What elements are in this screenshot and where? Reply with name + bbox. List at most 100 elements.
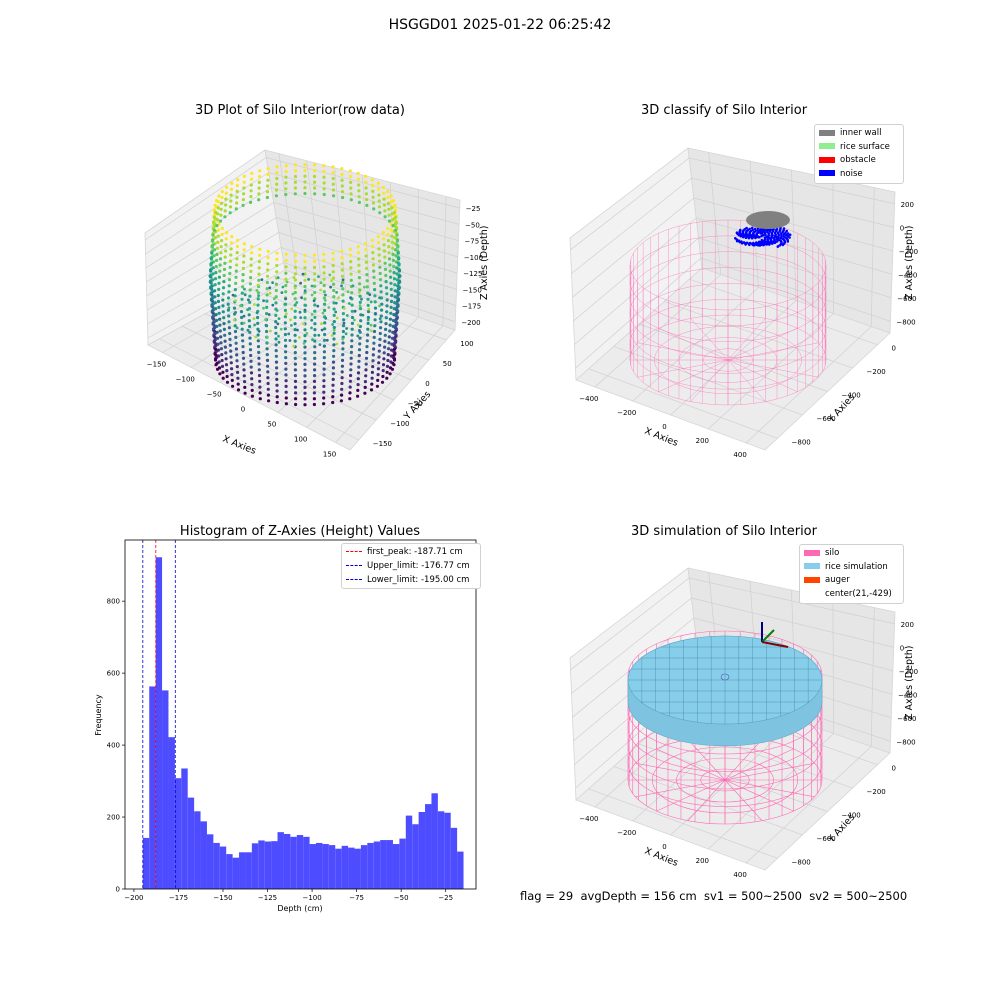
- y-tick-label: 50: [443, 360, 452, 368]
- cloud-point: [287, 332, 291, 336]
- cloud-point: [257, 266, 261, 270]
- cloud-point: [376, 181, 380, 185]
- cloud-point: [385, 364, 390, 368]
- cloud-point: [293, 385, 298, 389]
- cloud-point: [293, 303, 297, 307]
- cloud-point: [265, 335, 269, 339]
- cloud-point: [358, 324, 362, 329]
- cloud-point: [387, 341, 391, 345]
- cloud-point: [218, 372, 222, 376]
- cloud-point: [339, 399, 343, 403]
- cloud-point: [229, 193, 233, 197]
- cloud-point: [290, 307, 294, 311]
- cloud-point: [219, 347, 223, 351]
- cloud-point: [313, 303, 317, 307]
- cloud-point: [356, 251, 360, 255]
- cloud-point: [265, 287, 269, 291]
- cloud-point: [266, 184, 270, 188]
- cloud-point: [340, 167, 344, 171]
- cloud-point: [382, 357, 386, 361]
- y-tick-label: 200: [107, 814, 120, 822]
- cloud-point: [222, 327, 226, 331]
- cloud-point: [394, 323, 398, 327]
- cloud-point: [266, 256, 270, 260]
- cloud-point: [303, 345, 307, 349]
- cloud-point: [313, 284, 317, 288]
- cloud-point: [235, 183, 239, 188]
- cloud-point: [323, 299, 327, 302]
- cloud-point: [214, 347, 218, 351]
- cloud-point: [219, 207, 223, 211]
- cloud-point: [334, 301, 338, 305]
- y-tick-label: −150: [373, 440, 392, 448]
- z-tick-label: 200: [901, 621, 914, 629]
- cloud-point: [256, 321, 260, 325]
- cloud-point: [224, 357, 228, 361]
- histogram-bar: [316, 842, 323, 889]
- cloud-point: [330, 279, 333, 282]
- cloud-point: [348, 175, 353, 179]
- z-tick-label: −600: [897, 715, 916, 723]
- cloud-point: [364, 356, 369, 360]
- cloud-point: [332, 354, 336, 358]
- cloud-point: [389, 299, 394, 304]
- cloud-point: [265, 299, 269, 303]
- cloud-point: [378, 211, 382, 215]
- histogram-bar: [200, 821, 207, 889]
- cloud-point: [227, 306, 231, 310]
- cloud-point: [236, 178, 240, 182]
- cloud-point: [293, 351, 297, 355]
- cloud-point: [222, 273, 226, 278]
- noise-point: [788, 233, 792, 237]
- cloud-point: [250, 388, 254, 392]
- cloud-point: [322, 169, 326, 174]
- cloud-point: [229, 199, 233, 203]
- cloud-point: [322, 277, 326, 281]
- histogram-title: Histogram of Z-Axies (Height) Values: [179, 524, 421, 539]
- cloud-point: [211, 239, 215, 243]
- cloud-point: [358, 336, 362, 340]
- cloud-point: [312, 265, 317, 270]
- cloud-point: [274, 325, 278, 330]
- cloud-point: [246, 308, 249, 312]
- noise-point: [761, 229, 764, 233]
- cloud-point: [265, 190, 270, 194]
- cloud-point: [393, 341, 397, 345]
- cloud-point: [293, 374, 297, 378]
- z-tick-label: −600: [897, 295, 916, 303]
- cloud-point: [312, 169, 317, 173]
- cloud-point: [284, 344, 288, 348]
- cloud-point: [255, 289, 259, 292]
- cloud-point: [303, 174, 307, 178]
- cloud-point: [371, 353, 375, 357]
- cloud-point: [350, 291, 354, 295]
- raw-scatter-3d-plot: −150 −100 −50 0 50 100 150 100 50 0 −50 −100 −150 −25…: [144, 149, 490, 459]
- cloud-point: [248, 294, 252, 298]
- y-tick-label: −400: [842, 392, 861, 400]
- cloud-point: [229, 349, 233, 353]
- cloud-point: [233, 324, 237, 328]
- cloud-point: [221, 286, 226, 290]
- cloud-point: [322, 164, 326, 168]
- cloud-point: [312, 253, 317, 257]
- cloud-point: [365, 279, 369, 283]
- cloud-point: [218, 329, 222, 333]
- cloud-point: [365, 203, 369, 207]
- cloud-point: [219, 251, 223, 255]
- cloud-point: [332, 301, 336, 305]
- cloud-point: [340, 190, 345, 194]
- cloud-point: [322, 252, 326, 256]
- noise-point: [770, 231, 774, 235]
- cloud-point: [246, 328, 250, 332]
- y-tick-label: −200: [867, 368, 886, 376]
- cloud-point: [317, 275, 320, 278]
- cloud-point: [342, 307, 346, 310]
- cloud-point: [283, 327, 287, 331]
- cloud-point: [396, 293, 400, 297]
- cloud-point: [257, 180, 261, 184]
- cloud-point: [392, 363, 396, 367]
- cloud-point: [312, 163, 317, 167]
- cloud-point: [266, 167, 270, 171]
- cloud-point: [275, 257, 279, 261]
- cloud-point: [284, 373, 288, 377]
